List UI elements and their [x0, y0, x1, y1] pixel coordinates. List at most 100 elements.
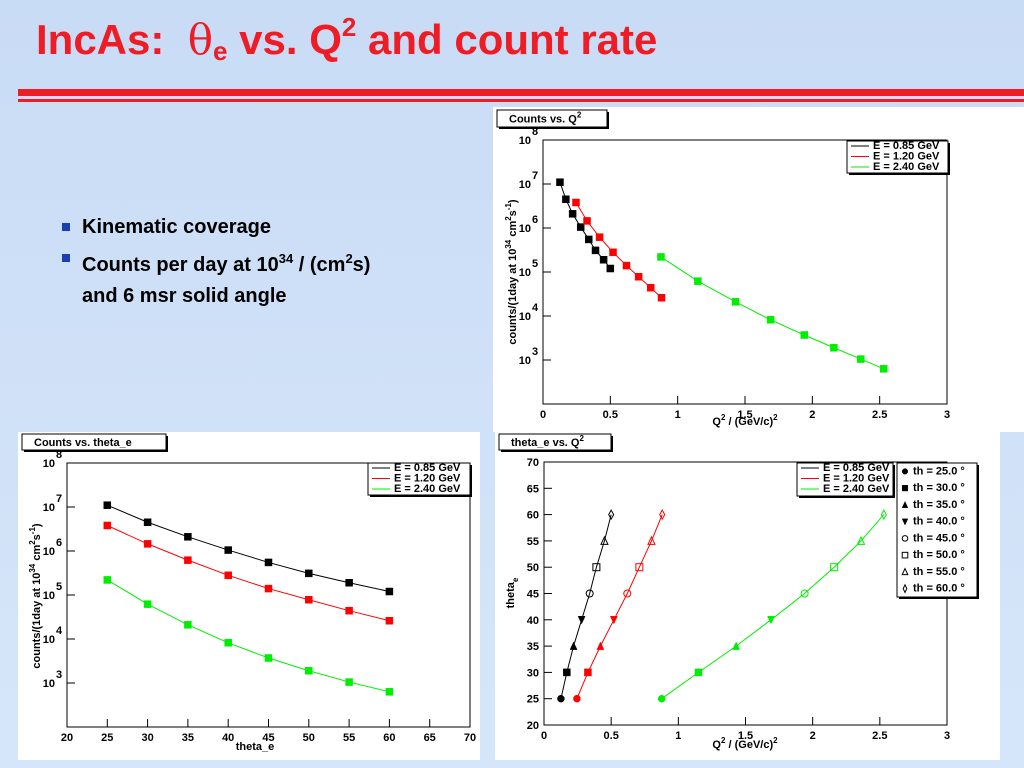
legend-label: th = 30.0 ° [913, 482, 965, 494]
bullet: Counts per day at 1034 / (cm2s) and 6 msr… [62, 243, 370, 312]
title-symbol: θ [187, 15, 213, 64]
marker [766, 316, 775, 324]
title-box [496, 109, 608, 128]
script-part: 2 [773, 736, 778, 745]
text-part: cm [31, 545, 43, 564]
marker [184, 533, 192, 541]
x-tick-label: 45 [262, 732, 274, 744]
title-rule [18, 89, 1024, 96]
script-part: -1 [504, 203, 513, 211]
chart-title: Counts vs. theta_e [34, 437, 132, 449]
series-line [107, 504, 390, 593]
tick-base: 10 [43, 546, 55, 558]
text-part: counts/(1day at 10 [507, 249, 519, 345]
tick-base: 10 [519, 179, 531, 191]
marker [800, 331, 809, 339]
y-tick-label: 10 [43, 458, 55, 470]
marker-legend-box [896, 462, 978, 598]
y-tick-exponent: 3 [532, 346, 538, 358]
title-sup: 2 [341, 12, 357, 42]
text-part: Q [712, 416, 721, 428]
y-tick-label: 10 [43, 502, 55, 514]
marker [305, 595, 313, 604]
x-tick-label: 1.5 [738, 730, 753, 742]
y-tick-exponent: 6 [56, 537, 62, 549]
x-tick-label: 0.5 [604, 730, 619, 742]
chart-title: Counts vs. Q2 [509, 111, 582, 126]
marker [143, 540, 152, 548]
legend-marker [901, 535, 909, 542]
legend-label: th = 25.0 ° [913, 465, 965, 477]
y-tick-label: 30 [527, 667, 539, 679]
tick-base: 10 [519, 311, 531, 323]
x-tick-label: 50 [303, 732, 315, 744]
marker [800, 589, 809, 598]
text-part: counts/(1day at 10 [31, 573, 43, 669]
bullet-sup: 2 [345, 251, 353, 266]
marker [572, 198, 580, 207]
script-part: 2 [773, 413, 778, 422]
y-tick-exponent: 5 [532, 258, 538, 270]
y-axis-label: thetae [505, 577, 520, 608]
series-line [576, 514, 663, 699]
title-part: and count rate [368, 16, 658, 63]
chart-title: theta_e vs. Q2 [511, 434, 584, 449]
legend-marker [901, 468, 909, 475]
x-tick-label: 2.5 [872, 730, 887, 742]
bullet-text: and 6 msr solid angle [82, 285, 287, 307]
marker [767, 616, 775, 625]
marker [659, 509, 666, 521]
legend-label: th = 40.0 ° [913, 516, 965, 528]
x-tick-label: 2 [809, 409, 815, 421]
bullet-text: s) [352, 254, 371, 276]
x-tick-label: 0.5 [603, 409, 618, 421]
marker [264, 584, 273, 593]
tick-base: 10 [43, 502, 55, 514]
marker [305, 569, 313, 578]
x-tick-label: 0 [541, 730, 547, 742]
marker [606, 264, 615, 273]
y-tick-exponent: 4 [56, 625, 63, 637]
marker [562, 195, 570, 204]
x-tick-label: 1.5 [737, 409, 752, 421]
script-part: 2 [504, 216, 513, 221]
marker [224, 571, 232, 580]
script-part: e [511, 577, 520, 582]
bullet-text: / (cm [293, 254, 346, 276]
title-part: IncAs: [36, 16, 165, 63]
legend-label: E = 2.40 GeV [394, 483, 461, 495]
legend-label: E = 0.85 GeV [823, 462, 890, 474]
marker [385, 587, 394, 596]
marker [599, 255, 608, 264]
title-box [498, 433, 612, 451]
title-box [21, 433, 167, 451]
x-tick-label: 35 [182, 732, 194, 744]
marker [657, 293, 666, 302]
y-tick-label: 35 [527, 641, 539, 653]
y-tick-label: 60 [527, 510, 539, 522]
legend-label: E = 1.20 GeV [873, 151, 940, 163]
script-part: 2 [579, 434, 584, 443]
legend-marker [901, 500, 909, 508]
legend-label: E = 0.85 GeV [394, 462, 461, 474]
marker [591, 246, 600, 255]
x-tick-label: 70 [464, 732, 476, 744]
marker [568, 210, 577, 218]
text-part: ) [31, 523, 43, 527]
bullet-text: Counts per day at 10 [82, 254, 279, 276]
marker [830, 563, 839, 572]
legend-marker [902, 583, 908, 594]
x-axis-label: Q2 / (GeV/c)2 [712, 736, 778, 751]
title-part: vs. Q [239, 16, 342, 63]
marker [646, 283, 655, 292]
tick-base: 10 [43, 634, 55, 646]
y-tick-label: 10 [43, 678, 55, 690]
y-tick-label: 10 [43, 546, 55, 558]
legend-label: th = 50.0 ° [913, 549, 965, 561]
marker [609, 248, 617, 257]
x-tick-label: 20 [61, 732, 73, 744]
y-tick-label: 70 [527, 457, 539, 469]
y-tick-exponent: 7 [56, 493, 62, 505]
legend-marker [901, 518, 909, 526]
